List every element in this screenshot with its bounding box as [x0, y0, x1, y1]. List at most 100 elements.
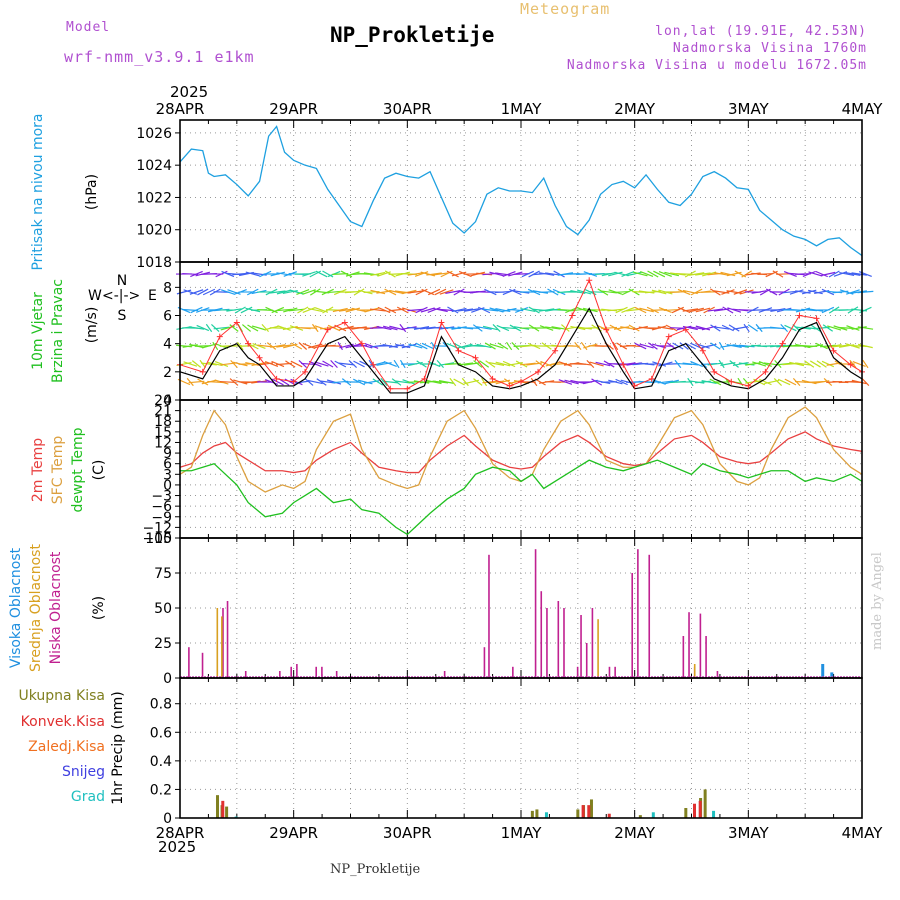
precip-legend-4: Grad: [71, 789, 105, 805]
cloud-low-bar: [585, 643, 588, 678]
wind-arrow: [701, 380, 717, 384]
wind-arrow: [502, 271, 516, 277]
wind-arrow: [751, 290, 767, 294]
wind-arrow: [503, 378, 515, 386]
cloud-low-bar: [244, 671, 247, 678]
wind-unit: (m/s): [84, 307, 100, 344]
wind-arrow: [307, 379, 323, 385]
wind-arrow: [482, 325, 498, 331]
wind-arrow: [539, 325, 554, 331]
tempsfc-label: SFC Temp: [50, 436, 66, 505]
wind-arrow: [828, 270, 840, 278]
wind-gust-marker: [569, 312, 576, 319]
wind-gust-marker: [233, 319, 240, 326]
wind-arrow: [345, 307, 361, 313]
wind-arrow: [795, 362, 811, 366]
wind-arrow: [420, 271, 436, 277]
wind-arrow: [846, 289, 860, 295]
wind-gust-marker: [245, 340, 252, 347]
wind-arrow: [476, 343, 492, 349]
wind-arrow: [695, 307, 711, 313]
wind-arrow: [219, 380, 236, 384]
wind-arrow: [427, 288, 441, 296]
wind-arrow: [372, 378, 384, 386]
wind-arrow: [632, 325, 648, 331]
wind-gust-marker: [728, 378, 735, 385]
wind-arrow: [353, 378, 366, 386]
wind-arrow: [822, 324, 834, 332]
wind-arrow: [271, 378, 284, 386]
pressure-label: Pritisak na nivou mora: [30, 113, 46, 270]
precip-conv-bar: [221, 800, 225, 818]
wind-arrow: [757, 272, 774, 276]
wind-arrow: [721, 289, 735, 295]
wind-arrow: [601, 271, 617, 277]
wind-gust-marker: [603, 326, 610, 333]
y-tick-label: 75: [154, 566, 172, 582]
wind-arrow: [759, 378, 772, 386]
wind-arrow: [476, 326, 492, 330]
wind-arrow: [353, 360, 365, 368]
precip-total-bar: [216, 795, 220, 818]
y-tick-label: 1024: [136, 158, 172, 174]
wind-arrow: [309, 288, 321, 296]
wind-arrow: [234, 306, 246, 314]
wind-arrow: [188, 326, 205, 330]
wind-arrow: [682, 308, 699, 312]
wind-gust-marker: [216, 333, 223, 340]
wind-arrow: [401, 343, 417, 349]
wind-arrow: [369, 308, 386, 312]
y-tick-label: 9: [163, 446, 172, 462]
wind-arrow: [408, 343, 423, 349]
wind-label: 10m Vjetar: [30, 292, 46, 370]
wind-arrow: [658, 271, 672, 277]
wind-arrow: [839, 289, 854, 295]
wind-gust-marker: [711, 368, 718, 375]
wind-arrow: [540, 360, 553, 368]
cloud-low-bar: [201, 652, 204, 678]
wind-arrow: [261, 323, 270, 333]
wind-arrow: [415, 342, 428, 350]
wind-gust-marker: [665, 333, 672, 340]
wind-arrow: [742, 377, 751, 387]
wind-gust-marker: [699, 347, 706, 354]
cloud-unit: (%): [91, 596, 107, 620]
cloud-low-bar: [290, 666, 292, 678]
wind-arrow: [414, 271, 429, 277]
cloud-low-bar: [631, 573, 633, 678]
wind-arrow: [574, 341, 582, 351]
wind-arrow: [621, 307, 635, 313]
wind-arrow: [322, 270, 334, 278]
wind-arrow: [851, 326, 867, 330]
wind-arrow: [713, 326, 730, 330]
wind-arrow: [389, 325, 404, 331]
wind-arrow: [620, 326, 636, 330]
wind-arrow: [479, 360, 490, 368]
wind-arrow: [420, 307, 435, 313]
compass-north: N: [117, 273, 127, 289]
x-tick-label-top: 28APR: [156, 100, 205, 118]
wind-arrow: [426, 272, 442, 276]
wind-arrow: [653, 270, 666, 278]
wind-label-2: Brzina i Pravac: [50, 279, 66, 383]
dewpt-label: dewpt Temp: [70, 427, 86, 512]
cloud-low-bar: [637, 549, 639, 678]
wind-arrow: [520, 307, 536, 313]
wind-arrow: [861, 377, 870, 387]
wind-gust-marker: [489, 375, 496, 382]
wind-arrow: [857, 290, 874, 294]
wind-arrow: [353, 288, 365, 296]
wind-arrow: [688, 272, 705, 276]
compass-west: W: [88, 288, 102, 304]
wind-arrow: [519, 362, 536, 366]
wind-arrow: [199, 359, 207, 369]
wind-arrow: [664, 271, 679, 277]
x-tick-label-bottom: 28APR: [156, 824, 205, 842]
precip-total-bar: [535, 809, 539, 818]
wind-arrow: [671, 306, 685, 314]
wind-arrow: [463, 308, 480, 312]
wind-arrow: [245, 271, 260, 277]
wind-arrow: [707, 308, 724, 312]
wind-arrow: [434, 288, 447, 296]
